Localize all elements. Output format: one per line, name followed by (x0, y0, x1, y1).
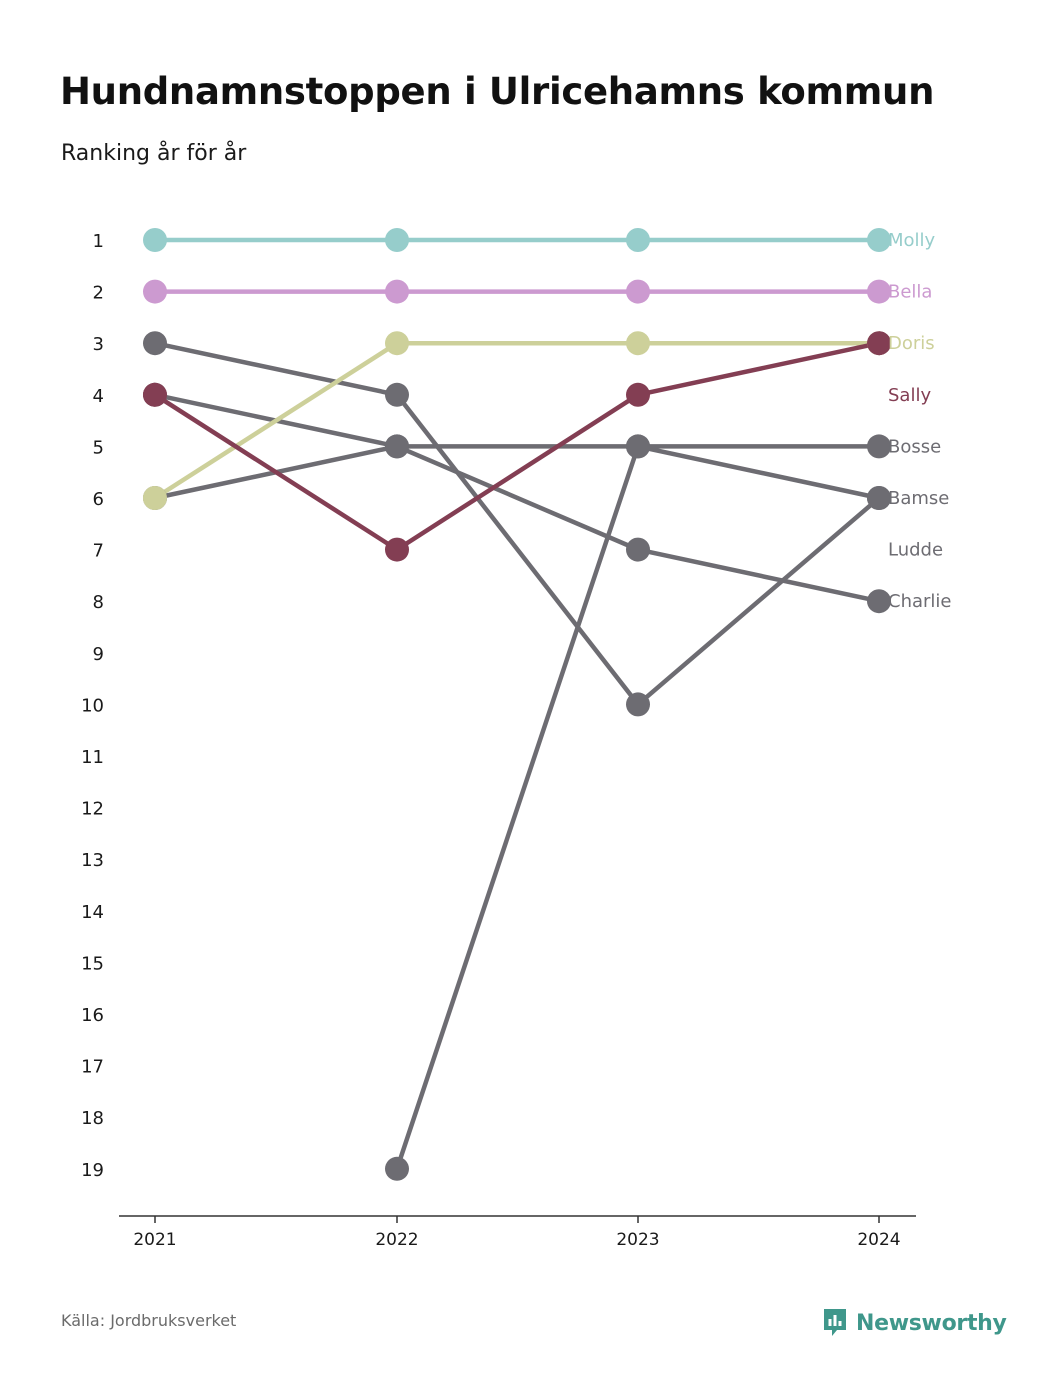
point-bella-2022 (385, 279, 409, 304)
series-line-sally (153, 340, 880, 552)
series-line-charlie (154, 392, 880, 604)
y-tick-label: 6 (93, 489, 104, 510)
point-bella-2021 (143, 279, 167, 304)
point-sally-split-2021 (143, 382, 155, 407)
series-label-molly: Molly (888, 230, 936, 251)
series-label-bella: Bella (888, 282, 932, 303)
y-tick-label: 19 (81, 1160, 104, 1181)
point-bamse-2022 (385, 382, 409, 407)
series-line-doris (153, 340, 879, 500)
y-tick-label: 7 (93, 541, 104, 562)
y-tick-label: 12 (81, 799, 104, 820)
y-tick-label: 16 (81, 1005, 104, 1026)
series-line-bamse (154, 340, 881, 707)
point-bamse-2023 (626, 692, 650, 717)
x-tick-label: 2022 (375, 1230, 418, 1250)
series-label-doris: Doris (888, 333, 935, 354)
point-molly-2022 (385, 228, 409, 252)
point-ludde-2023 (626, 434, 650, 459)
y-tick-label: 8 (93, 592, 104, 613)
chart-title: Hundnamnstoppen i Ulricehamns kommun (60, 70, 935, 113)
point-bamse-2021 (143, 331, 167, 356)
brand-name: Newsworthy (856, 1310, 1007, 1336)
y-tick-label: 11 (81, 747, 104, 768)
y-tick-label: 13 (81, 850, 104, 871)
point-bosse-2024 (867, 434, 891, 459)
point-charlie-2023 (626, 537, 650, 562)
series-label-sally: Sally (888, 385, 931, 406)
point-bella-2024 (867, 279, 891, 304)
point-ludde-2022 (385, 1156, 409, 1181)
point-sally-2023 (626, 382, 650, 407)
x-tick-label: 2023 (616, 1230, 659, 1250)
point-charlie-2024 (867, 589, 891, 614)
y-tick-label: 10 (81, 695, 104, 716)
point-charlie-2022 (385, 434, 409, 459)
source-note: Källa: Jordbruksverket (61, 1311, 237, 1330)
y-tick-label: 18 (81, 1108, 104, 1129)
y-tick-label: 5 (93, 437, 104, 458)
y-tick-label: 4 (93, 386, 104, 407)
point-sally-2022 (385, 537, 409, 562)
x-tick-label: 2024 (857, 1230, 900, 1250)
x-tick-label: 2021 (133, 1230, 176, 1250)
point-ludde-2024 (867, 486, 891, 510)
series-label-ludde: Ludde (888, 540, 943, 561)
y-tick-label: 15 (81, 953, 104, 974)
bar-chart-icon (824, 1309, 846, 1336)
point-molly-2023 (626, 228, 650, 252)
y-tick-label: 3 (93, 334, 104, 355)
series-label-charlie: Charlie (888, 591, 951, 612)
point-molly-2024 (867, 228, 891, 252)
point-molly-2021 (143, 228, 167, 252)
chart-subtitle: Ranking år för år (61, 141, 247, 166)
point-doris-2022 (385, 331, 409, 356)
newsworthy-logo: Newsworthy (822, 1306, 1007, 1340)
series-label-bosse: Bosse (888, 436, 941, 457)
series-label-bamse: Bamse (888, 488, 949, 509)
y-tick-label: 17 (81, 1057, 104, 1078)
point-doris-2023 (626, 331, 650, 356)
y-tick-label: 1 (93, 231, 104, 252)
point-bella-2023 (626, 279, 650, 304)
y-tick-label: 14 (81, 902, 104, 923)
y-tick-label: 2 (93, 283, 104, 304)
y-tick-label: 9 (93, 644, 104, 665)
point-sally-split-2024 (879, 331, 891, 356)
point-doris-split-2021 (143, 486, 155, 510)
